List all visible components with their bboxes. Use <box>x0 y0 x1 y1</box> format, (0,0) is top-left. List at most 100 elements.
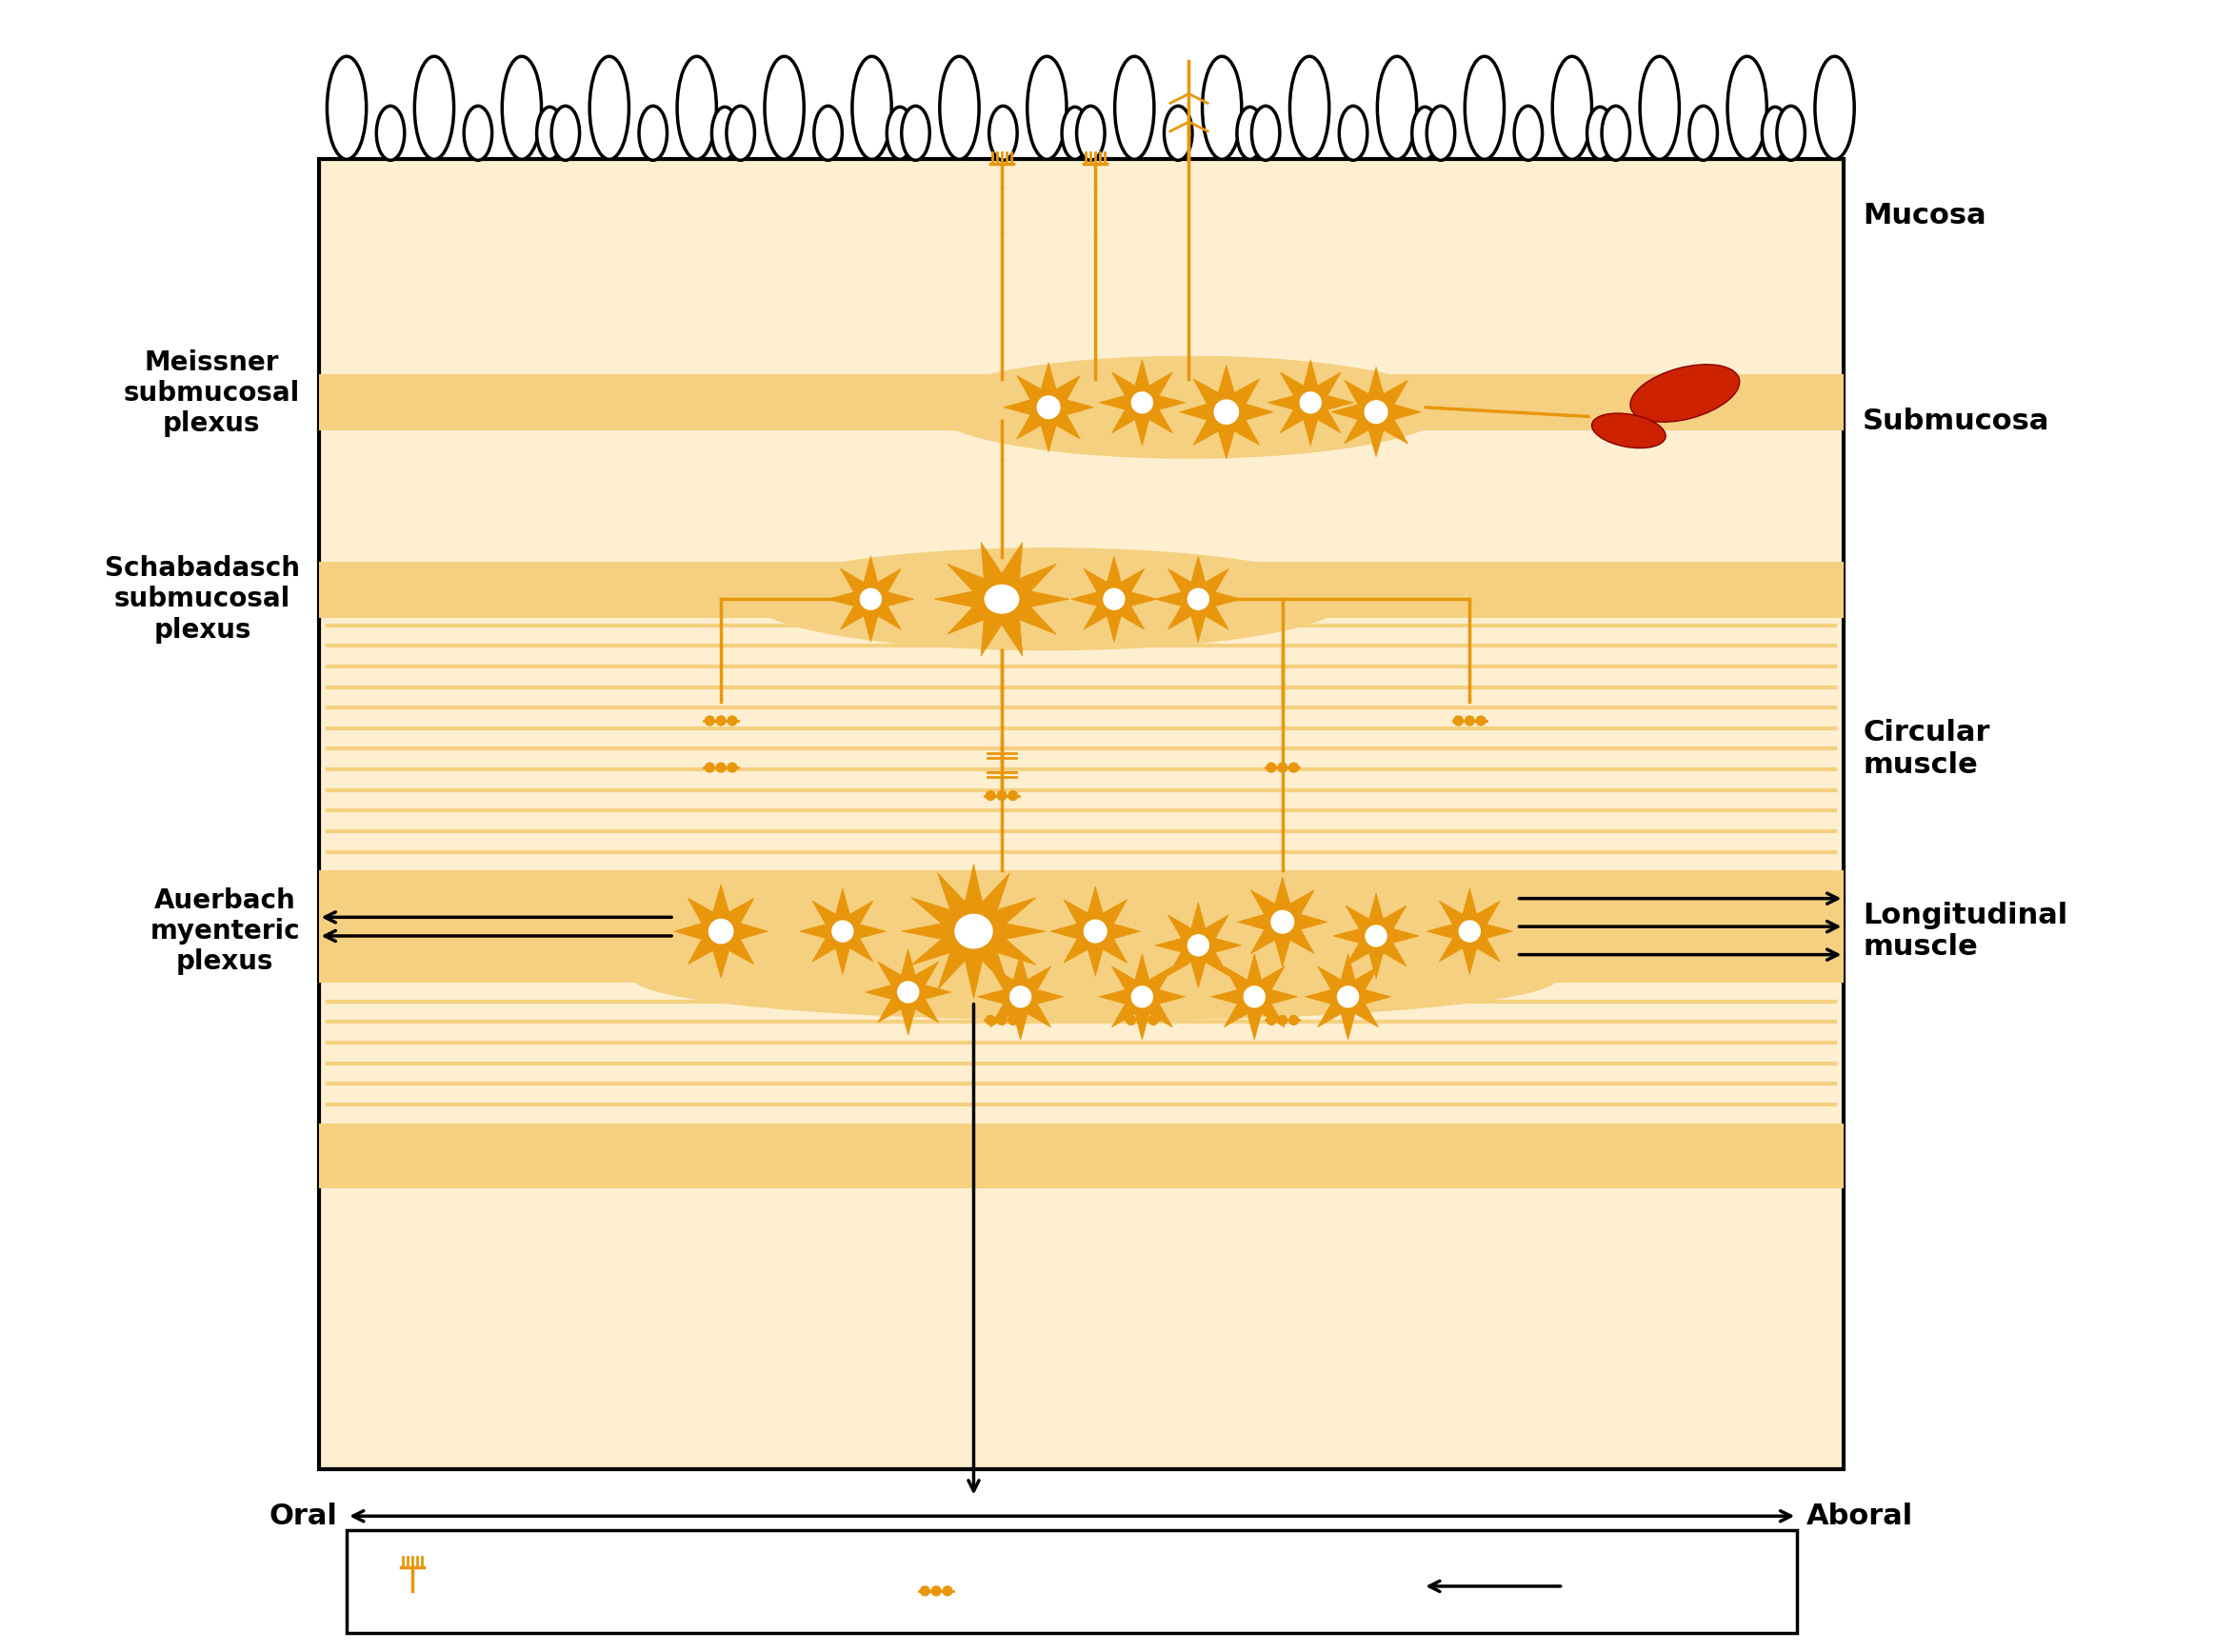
Ellipse shape <box>1203 56 1243 159</box>
Ellipse shape <box>1378 56 1418 159</box>
Ellipse shape <box>328 56 365 159</box>
Ellipse shape <box>1103 588 1125 610</box>
Bar <box>319 1123 1843 1188</box>
Polygon shape <box>1267 360 1353 446</box>
Ellipse shape <box>1763 107 1788 159</box>
Text: Aboral: Aboral <box>1807 1502 1914 1530</box>
Circle shape <box>727 715 738 725</box>
Ellipse shape <box>1426 106 1455 160</box>
Ellipse shape <box>1364 400 1389 425</box>
Circle shape <box>1150 1016 1158 1024</box>
Polygon shape <box>1072 557 1156 643</box>
Ellipse shape <box>1776 106 1805 160</box>
Text: Mucosa: Mucosa <box>1863 202 1987 230</box>
Ellipse shape <box>1593 413 1666 448</box>
Circle shape <box>1267 763 1276 771</box>
Ellipse shape <box>631 935 1559 1021</box>
Polygon shape <box>1238 877 1327 966</box>
Ellipse shape <box>831 920 853 942</box>
Ellipse shape <box>764 56 804 159</box>
Circle shape <box>933 1586 941 1596</box>
Ellipse shape <box>1187 933 1209 957</box>
Ellipse shape <box>1814 56 1854 159</box>
Ellipse shape <box>1083 919 1108 943</box>
Circle shape <box>921 1586 930 1596</box>
Polygon shape <box>902 864 1045 999</box>
Text: Longitudinal
muscle: Longitudinal muscle <box>1863 902 2067 961</box>
Ellipse shape <box>1289 56 1329 159</box>
Text: Circular
muscle: Circular muscle <box>1863 719 1989 778</box>
Ellipse shape <box>1728 56 1768 159</box>
Text: Interneuron
axon projection: Interneuron axon projection <box>1582 1556 1792 1606</box>
Polygon shape <box>1305 953 1391 1039</box>
Polygon shape <box>1156 557 1240 643</box>
Ellipse shape <box>1114 56 1154 159</box>
Circle shape <box>715 715 727 725</box>
Circle shape <box>727 763 738 771</box>
Polygon shape <box>1426 889 1513 975</box>
Ellipse shape <box>580 871 1610 993</box>
Circle shape <box>715 763 727 771</box>
Ellipse shape <box>1132 392 1154 413</box>
Ellipse shape <box>926 355 1451 459</box>
Ellipse shape <box>1061 107 1088 159</box>
Ellipse shape <box>536 107 563 159</box>
Circle shape <box>1453 715 1464 725</box>
Text: Meissner
submucosal
plexus: Meissner submucosal plexus <box>124 349 299 438</box>
Ellipse shape <box>589 56 629 159</box>
Ellipse shape <box>749 547 1349 651</box>
Ellipse shape <box>983 585 1019 615</box>
Text: Schabadasch
submucosal
plexus: Schabadasch submucosal plexus <box>104 555 299 643</box>
Ellipse shape <box>711 107 738 159</box>
Ellipse shape <box>1010 986 1032 1008</box>
Polygon shape <box>1181 365 1274 459</box>
Circle shape <box>986 1016 995 1024</box>
Circle shape <box>1278 763 1287 771</box>
Circle shape <box>1278 1016 1287 1024</box>
Circle shape <box>1139 1016 1147 1024</box>
Ellipse shape <box>1690 106 1717 160</box>
Ellipse shape <box>1236 107 1263 159</box>
FancyBboxPatch shape <box>348 1530 1796 1634</box>
Ellipse shape <box>1214 400 1238 425</box>
Ellipse shape <box>1300 392 1322 413</box>
Polygon shape <box>1050 887 1141 976</box>
Bar <box>319 375 1843 431</box>
Ellipse shape <box>886 107 913 159</box>
Circle shape <box>1125 1016 1136 1024</box>
Polygon shape <box>1156 902 1240 988</box>
Ellipse shape <box>902 106 930 160</box>
Ellipse shape <box>1076 106 1105 160</box>
Ellipse shape <box>955 914 992 948</box>
Circle shape <box>997 1016 1006 1024</box>
Ellipse shape <box>1338 986 1360 1008</box>
Ellipse shape <box>939 56 979 159</box>
Ellipse shape <box>1457 920 1482 942</box>
Circle shape <box>1289 763 1298 771</box>
Circle shape <box>1475 715 1486 725</box>
Polygon shape <box>1212 953 1298 1039</box>
Circle shape <box>1464 715 1475 725</box>
Ellipse shape <box>1411 107 1438 159</box>
Polygon shape <box>977 953 1063 1039</box>
Text: Sensory
neuron ending: Sensory neuron ending <box>441 1556 636 1606</box>
Ellipse shape <box>859 588 882 610</box>
Text: Oral: Oral <box>268 1502 337 1530</box>
Polygon shape <box>935 542 1070 656</box>
Ellipse shape <box>1553 56 1593 159</box>
Ellipse shape <box>1271 910 1294 933</box>
Circle shape <box>944 1586 952 1596</box>
Polygon shape <box>1099 360 1185 446</box>
Ellipse shape <box>815 106 842 160</box>
Ellipse shape <box>990 106 1017 160</box>
Circle shape <box>997 791 1006 800</box>
Bar <box>319 871 1843 983</box>
Ellipse shape <box>1028 56 1068 159</box>
Circle shape <box>986 791 995 800</box>
Ellipse shape <box>1639 56 1679 159</box>
Ellipse shape <box>1630 365 1739 421</box>
Ellipse shape <box>1601 106 1630 160</box>
Circle shape <box>1267 1016 1276 1024</box>
Ellipse shape <box>503 56 540 159</box>
Polygon shape <box>1331 367 1422 458</box>
